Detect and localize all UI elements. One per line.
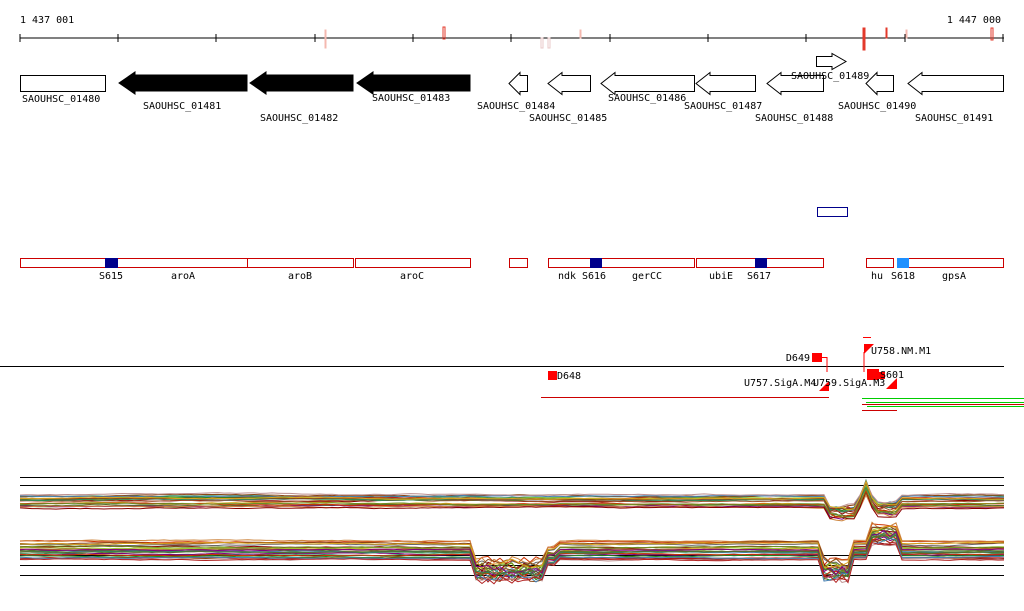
gene-labels: SAOUHSC_01480 SAOUHSC_01481 SAOUHSC_0148… [22,71,993,124]
operon-label: aroB [288,271,312,282]
gene-label: SAOUHSC_01489 [791,71,869,82]
gene-label: SAOUHSC_01482 [260,113,338,124]
feature-label: U758.NM.M1 [871,346,931,357]
operon-label: ndk [558,271,576,282]
gene-SAOUHSC_01491[interactable] [907,71,1004,96]
operon-label: gerCC [632,271,662,282]
gene-label: SAOUHSC_01483 [372,93,450,104]
gene-SAOUHSC_01481[interactable] [118,71,248,95]
operon-gpsA[interactable] [897,258,1004,268]
gene-SAOUHSC_01483[interactable] [356,71,471,95]
gene-track [20,52,1004,96]
feature-label: S601 [880,370,904,381]
expression-profiles [19,477,1005,585]
operon-label: aroC [400,271,424,282]
feature-S601[interactable] [867,369,879,380]
expression-profile-line [19,487,1005,518]
feature-U758-marker[interactable] [864,344,874,354]
sigma-sites [105,258,909,268]
gene-label: SAOUHSC_01490 [838,101,916,112]
feature-label: U759.SigA.M3 [813,378,885,389]
operon-label: aroA [171,271,195,282]
feature-track [0,337,1024,411]
expression-profile-line [19,493,1004,522]
operon-track [20,258,1004,268]
gene-label: SAOUHSC_01481 [143,101,221,112]
gene-SAOUHSC_01488[interactable] [766,71,824,96]
operon-labels: S615 aroA aroB aroC ndk S616 gerCC ubiE … [99,271,966,282]
gene-SAOUHSC_01490[interactable] [865,71,894,96]
ruler-ticks [19,34,1004,42]
feature-labels: D649 U758.NM.M1 D648 U757.SigA.M4 U759.S… [557,346,931,389]
gene-SAOUHSC_01486[interactable] [600,71,695,96]
operon-label: S618 [891,271,915,282]
feature-U757-marker[interactable] [819,381,829,391]
operon-aroA[interactable] [20,258,248,268]
operon-small[interactable] [509,258,528,268]
expression-profile-line [19,529,1005,572]
gene-SAOUHSC_01489[interactable] [816,52,848,71]
operon-label: S617 [747,271,771,282]
expression-profile-line [19,538,1005,583]
expression-profile-line [19,521,1005,566]
operon-label: gpsA [942,271,966,282]
sigma-site-S615[interactable] [105,258,118,268]
gene-SAOUHSC_01487[interactable] [695,71,756,96]
gene-label: SAOUHSC_01486 [608,93,686,104]
expression-profile-line [19,532,1005,578]
expression-profile-line [19,525,1005,569]
gene-label: SAOUHSC_01487 [684,101,762,112]
expression-profile-line [19,523,1005,567]
expression-profile-line [19,529,1004,576]
expression-profile-line [19,526,1004,569]
operon-label: S615 [99,271,123,282]
ruler-end-label: 1 447 000 [947,15,1001,26]
gene-SAOUHSC_01485[interactable] [547,71,591,96]
operon-ndk-gerCC[interactable] [548,258,695,268]
operon-hu[interactable] [866,258,894,268]
feature-U759-marker[interactable] [886,378,897,389]
sigma-site-S618[interactable] [897,258,909,268]
sigma-site-S617[interactable] [755,258,767,268]
sigma-site-S616[interactable] [590,258,602,268]
operon-aroB[interactable] [247,258,354,268]
coordinate-ruler: 1 437 001 1 447 000 [19,15,1004,51]
feature-label: D648 [557,371,581,382]
profile-group-upper [19,478,1005,522]
gene-SAOUHSC_01484[interactable] [508,71,528,96]
blue-feature-box[interactable] [817,207,848,217]
operon-label: hu [871,271,883,282]
gene-label: SAOUHSC_01485 [529,113,607,124]
operon-label: S616 [582,271,606,282]
expression-profile-line [19,480,1005,509]
expression-profile-line [19,541,1005,585]
feature-label: D649 [786,353,810,364]
feature-D648[interactable] [548,371,557,380]
operon-aroC[interactable] [355,258,471,268]
gene-label: SAOUHSC_01491 [915,113,993,124]
feature-label: U757.SigA.M4 [744,378,816,389]
expression-profile-line [19,480,1005,511]
gene-SAOUHSC_01480[interactable] [20,75,106,92]
gene-label: SAOUHSC_01484 [477,101,555,112]
operon-label: ubiE [709,271,733,282]
profile-group-lower [19,521,1005,585]
expression-profile-line [19,534,1005,577]
ruler-start-label: 1 437 001 [20,15,74,26]
gene-label: SAOUHSC_01488 [755,113,833,124]
gene-label: SAOUHSC_01480 [22,94,100,105]
gene-SAOUHSC_01482[interactable] [249,71,354,95]
ruler-marks [324,26,994,51]
expression-profile-line [19,491,1005,517]
feature-D649[interactable] [812,353,822,362]
